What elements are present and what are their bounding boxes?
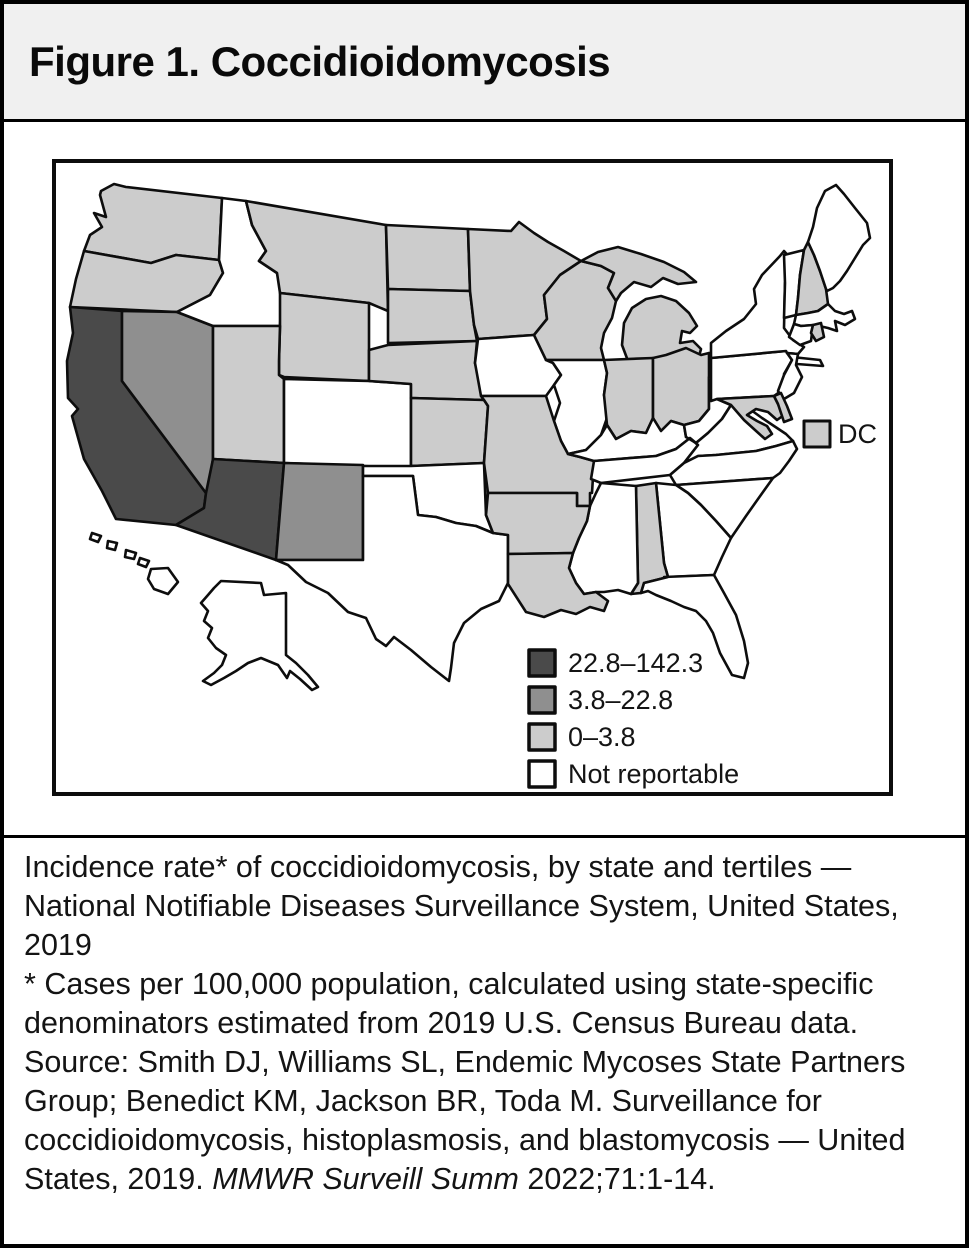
legend-label-tertile-2: 3.8–22.8	[568, 685, 673, 715]
state-south-dakota	[386, 287, 479, 345]
state-hawaii-niihau	[88, 531, 103, 544]
caption-footnote: * Cases per 100,000 population, calculat…	[24, 967, 874, 1040]
legend-swatch-tertile-3	[527, 648, 557, 678]
state-hawaii-maui	[136, 556, 151, 569]
legend-item-tertile-3: 22.8–142.3	[527, 648, 703, 678]
state-alaska	[199, 579, 320, 692]
caption-source-text: Source: Smith DJ, Williams SL, Endemic M…	[24, 1045, 906, 1196]
state-north-dakota	[384, 223, 472, 293]
figure-title: Figure 1. Coccidioidomycosis	[29, 37, 611, 85]
state-louisiana	[506, 551, 610, 619]
state-florida	[639, 573, 750, 680]
us-choropleth-map: DC 22.8–142.3 3.8–22.8 0–3.8 No	[65, 182, 877, 789]
legend-item-tertile-2: 3.8–22.8	[527, 685, 673, 715]
state-connecticut	[787, 322, 815, 347]
state-colorado	[282, 377, 413, 470]
caption-source: Source: Smith DJ, Williams SL, Endemic M…	[24, 1043, 943, 1199]
state-wyoming	[277, 291, 371, 383]
figure-caption: Incidence rate* of coccidioidomycosis, b…	[4, 835, 965, 1199]
state-kansas	[409, 396, 490, 468]
dc-label: DC	[838, 419, 877, 449]
dc-swatch	[802, 419, 832, 449]
state-hawaii-big-island	[146, 566, 180, 596]
state-utah	[211, 324, 286, 465]
legend-swatch-not-reportable	[527, 759, 557, 789]
figure-title-bar: Figure 1. Coccidioidomycosis	[4, 4, 965, 122]
legend-label-tertile-1: 0–3.8	[568, 722, 636, 752]
map-legend: 22.8–142.3 3.8–22.8 0–3.8 Not reportable	[527, 648, 739, 789]
state-new-mexico	[274, 461, 365, 562]
state-new-jersey	[776, 351, 804, 401]
state-michigan-lower	[620, 294, 703, 363]
legend-label-not-reportable: Not reportable	[568, 759, 739, 789]
legend-item-tertile-1: 0–3.8	[527, 722, 636, 752]
caption-description: Incidence rate* of coccidioidomycosis, b…	[24, 850, 899, 962]
state-arkansas	[484, 491, 592, 556]
state-maine	[806, 183, 872, 293]
dc-callout: DC	[802, 419, 877, 449]
state-missouri	[479, 394, 596, 508]
state-indiana	[602, 356, 655, 441]
legend-swatch-tertile-2	[527, 685, 557, 715]
legend-item-not-reportable: Not reportable	[527, 759, 739, 789]
legend-swatch-tertile-1	[527, 722, 557, 752]
caption-source-citation: 2022;71:1-14.	[518, 1162, 716, 1196]
caption-source-journal: MMWR Surveill Summ	[212, 1162, 519, 1196]
state-texas	[274, 474, 510, 683]
map-section: DC 22.8–142.3 3.8–22.8 0–3.8 No	[4, 122, 965, 835]
state-delaware	[772, 391, 794, 424]
state-hawaii-oahu	[123, 548, 138, 561]
map-frame: DC 22.8–142.3 3.8–22.8 0–3.8 No	[52, 159, 893, 796]
legend-label-tertile-3: 22.8–142.3	[568, 648, 703, 678]
state-michigan-upper	[579, 245, 698, 303]
state-rhode-island	[809, 321, 826, 343]
state-washington	[82, 182, 224, 265]
state-hawaii-kauai	[105, 539, 119, 552]
